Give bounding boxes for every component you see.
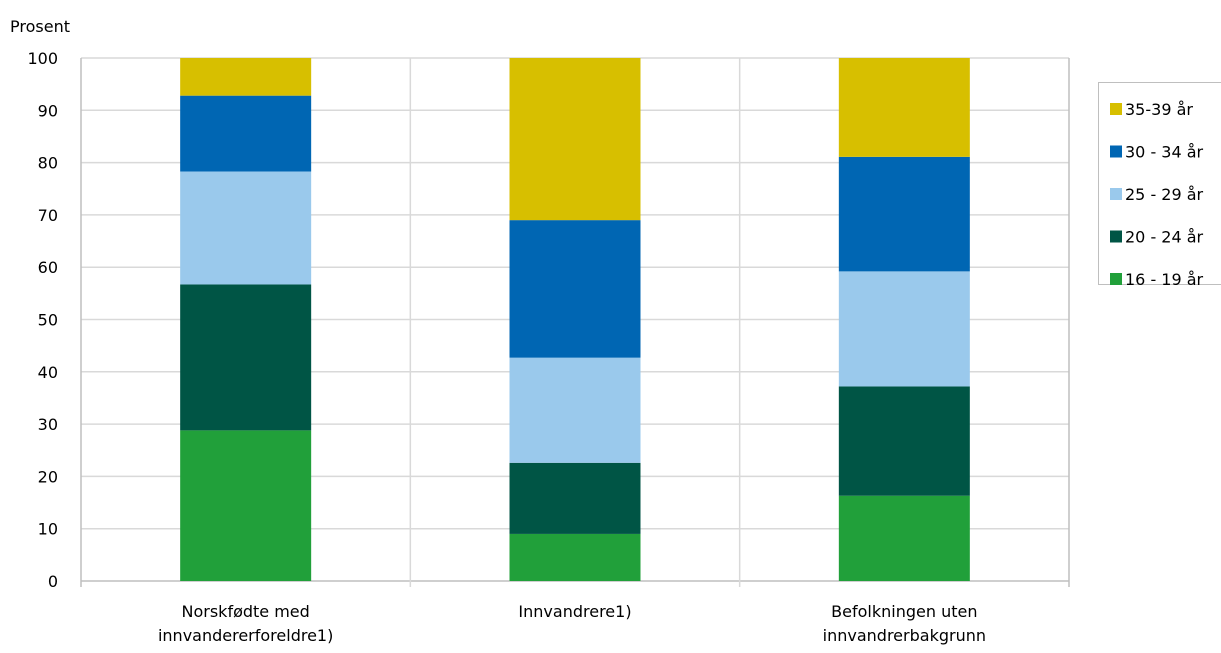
y-tick-label: 70: [38, 206, 58, 225]
y-tick-label: 20: [38, 467, 58, 486]
y-tick-label: 90: [38, 101, 58, 120]
bar-segment: [838, 495, 970, 581]
bar-segment: [838, 58, 970, 157]
legend-box: [1098, 82, 1221, 285]
bar-segment: [838, 271, 970, 387]
bar-segment: [180, 58, 312, 96]
legend-swatch: [1110, 188, 1122, 200]
y-tick-label: 50: [38, 311, 58, 330]
y-tick-label: 40: [38, 363, 58, 382]
bar-segment: [509, 58, 641, 221]
x-category-label: innvandererforeldre1): [158, 626, 333, 645]
bar-segment: [180, 430, 312, 581]
bar-segment: [180, 284, 312, 431]
y-tick-label: 10: [38, 520, 58, 539]
y-tick-label: 100: [27, 49, 58, 68]
x-category-label: Befolkningen uten: [831, 602, 977, 621]
bar-segment: [509, 220, 641, 358]
bar-segment: [180, 95, 312, 172]
legend-label: 16 - 19 år: [1125, 270, 1204, 289]
y-axis-ticks: 0 10 20 30 40 50 60 70 80 90 100: [27, 49, 58, 591]
x-category-label: Norskfødte med: [182, 602, 310, 621]
y-tick-label: 30: [38, 415, 58, 434]
bars: [180, 58, 970, 581]
x-axis-labels: Norskfødte med innvandererforeldre1) Innva…: [158, 602, 986, 645]
bar-segment: [509, 533, 641, 581]
bar-segment: [838, 386, 970, 496]
x-category-label: Innvandrere1): [518, 602, 631, 621]
bar-segment: [509, 462, 641, 534]
legend-swatch: [1110, 230, 1122, 243]
legend-swatch: [1110, 103, 1122, 115]
legend-swatch: [1110, 145, 1122, 158]
legend: 35-39 år 30 - 34 år 25 - 29 år 20 - 24 år 16…: [1098, 82, 1221, 289]
y-tick-label: 60: [38, 258, 58, 277]
x-category-label: innvandrerbakgrunn: [823, 626, 986, 645]
y-tick-label: 80: [38, 154, 58, 173]
y-axis-title: Prosent: [10, 17, 70, 36]
legend-label: 20 - 24 år: [1125, 228, 1204, 247]
bar-segment: [180, 171, 312, 285]
legend-label: 25 - 29 år: [1125, 185, 1204, 204]
bar-segment: [838, 156, 970, 272]
y-tick-label: 0: [48, 572, 58, 591]
legend-label: 30 - 34 år: [1125, 143, 1204, 162]
legend-swatch: [1110, 273, 1122, 285]
bar-segment: [509, 357, 641, 463]
legend-label: 35-39 år: [1125, 100, 1193, 119]
